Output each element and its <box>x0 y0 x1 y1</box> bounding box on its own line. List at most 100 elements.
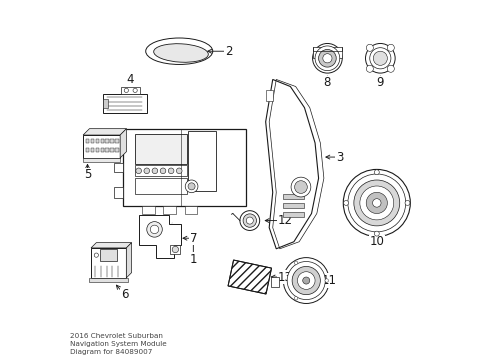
Circle shape <box>359 186 393 220</box>
Bar <box>283 194 304 199</box>
Text: 10: 10 <box>368 235 384 248</box>
Circle shape <box>294 261 297 265</box>
Polygon shape <box>120 129 126 158</box>
Bar <box>89 278 128 282</box>
Circle shape <box>322 54 331 63</box>
Bar <box>188 131 216 190</box>
Bar <box>105 148 109 152</box>
Bar <box>114 163 122 172</box>
Circle shape <box>143 168 149 174</box>
Bar <box>115 148 119 152</box>
Circle shape <box>353 180 399 226</box>
Ellipse shape <box>153 44 208 62</box>
Circle shape <box>366 192 386 213</box>
Bar <box>135 134 187 164</box>
Bar <box>115 139 119 143</box>
Circle shape <box>347 174 405 232</box>
Circle shape <box>291 266 320 294</box>
Polygon shape <box>83 129 126 135</box>
Circle shape <box>314 46 339 71</box>
Circle shape <box>312 44 342 73</box>
Polygon shape <box>126 243 131 278</box>
Circle shape <box>185 180 198 193</box>
Circle shape <box>294 181 306 193</box>
Polygon shape <box>265 80 318 249</box>
Circle shape <box>286 261 325 300</box>
Circle shape <box>404 201 409 206</box>
Circle shape <box>188 183 195 190</box>
FancyBboxPatch shape <box>312 47 342 58</box>
Circle shape <box>133 88 137 93</box>
Bar <box>101 139 104 143</box>
Circle shape <box>386 44 393 51</box>
Text: 1: 1 <box>189 253 197 266</box>
Circle shape <box>283 258 328 303</box>
Circle shape <box>365 44 394 73</box>
Bar <box>83 135 120 158</box>
Bar <box>135 178 187 194</box>
Bar <box>105 139 109 143</box>
Circle shape <box>366 44 373 51</box>
Circle shape <box>372 199 380 207</box>
Bar <box>103 99 107 108</box>
Polygon shape <box>227 260 271 294</box>
Bar <box>114 187 122 198</box>
Bar <box>91 248 126 278</box>
Bar <box>170 245 180 254</box>
Text: 5: 5 <box>83 168 91 181</box>
Circle shape <box>366 65 373 72</box>
Ellipse shape <box>145 38 212 64</box>
Circle shape <box>146 222 162 237</box>
Bar <box>121 87 140 94</box>
Circle shape <box>290 177 310 197</box>
Circle shape <box>386 65 393 72</box>
Text: 2016 Chevrolet Suburban
Navigation System Module
Diagram for 84089007: 2016 Chevrolet Suburban Navigation Syste… <box>70 333 166 355</box>
Text: 4: 4 <box>126 73 133 86</box>
Circle shape <box>374 170 379 175</box>
Bar <box>135 165 187 176</box>
Circle shape <box>297 272 314 289</box>
Circle shape <box>318 49 336 67</box>
Circle shape <box>150 225 159 234</box>
Circle shape <box>240 211 259 230</box>
Circle shape <box>246 217 253 224</box>
Circle shape <box>94 253 98 257</box>
Circle shape <box>302 277 309 284</box>
Bar <box>163 206 175 213</box>
Circle shape <box>168 168 174 174</box>
Text: 8: 8 <box>323 76 330 90</box>
Circle shape <box>152 168 158 174</box>
Text: 9: 9 <box>376 76 383 90</box>
Polygon shape <box>91 243 131 248</box>
Bar <box>96 148 99 152</box>
Bar <box>100 249 117 261</box>
Circle shape <box>294 297 297 300</box>
Circle shape <box>243 214 256 227</box>
Bar <box>283 203 304 208</box>
Polygon shape <box>139 215 181 258</box>
Circle shape <box>136 168 141 174</box>
Circle shape <box>176 168 182 174</box>
Circle shape <box>343 201 348 206</box>
Bar <box>265 90 272 100</box>
Circle shape <box>124 88 128 93</box>
Text: 12: 12 <box>277 214 292 227</box>
Circle shape <box>172 246 178 253</box>
Text: 7: 7 <box>189 232 197 245</box>
Bar <box>122 129 246 207</box>
Bar <box>85 139 89 143</box>
Bar <box>101 148 104 152</box>
Text: 13: 13 <box>277 270 292 284</box>
Circle shape <box>160 168 165 174</box>
Bar <box>142 206 154 213</box>
Text: 3: 3 <box>335 150 343 163</box>
Circle shape <box>372 51 386 66</box>
Circle shape <box>343 170 409 237</box>
Bar <box>83 158 120 162</box>
Bar <box>85 148 89 152</box>
Bar <box>90 139 94 143</box>
Text: 11: 11 <box>321 274 336 287</box>
Circle shape <box>324 279 328 282</box>
Bar <box>270 277 278 287</box>
Bar <box>110 148 114 152</box>
